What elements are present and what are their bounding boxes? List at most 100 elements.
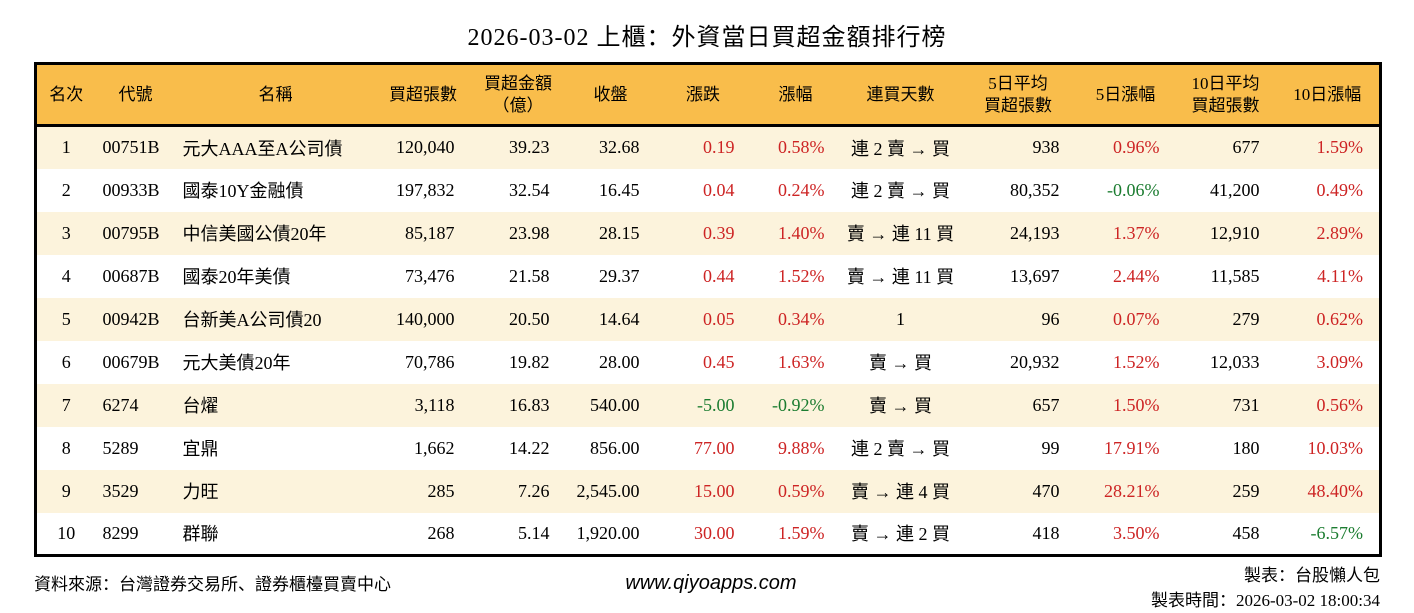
cell-pct5: 0.96% xyxy=(1113,137,1160,158)
column-header-amount: 買超金額 （億） xyxy=(470,63,566,127)
cell-pct10: -6.57% xyxy=(1310,522,1364,543)
cell-amount: 39.23 xyxy=(509,137,550,158)
cell-change-pct: 1.59% xyxy=(778,522,825,543)
cell-rank: 3 xyxy=(61,222,71,243)
cell-name: 宜鼎 xyxy=(182,439,219,459)
credit-block: 製表：台股懶人包 製表時間：2026-03-02 18:00:34 xyxy=(1151,564,1380,613)
cell-change: 15.00 xyxy=(694,480,735,501)
cell-code: 8299 xyxy=(102,522,139,543)
table-row: 1 00751B 元大AAA至A公司債 120,040 39.23 32.68 … xyxy=(35,125,1381,169)
footer: 資料來源：台灣證券交易所、證券櫃檯買賣中心 www.qiyoapps.com 製… xyxy=(34,564,1380,613)
cell-code: 00679B xyxy=(102,351,160,372)
website-url: www.qiyoapps.com xyxy=(625,572,797,594)
cell-avg5-volume: 20,932 xyxy=(1010,351,1060,372)
cell-avg5-volume: 13,697 xyxy=(1010,265,1060,286)
cell-streak: 連 2 賣 → 買 xyxy=(851,439,950,459)
cell-volume: 120,040 xyxy=(396,137,455,158)
cell-change: 0.04 xyxy=(703,179,735,200)
cell-name: 群聯 xyxy=(182,524,219,545)
column-header-name: 名稱 xyxy=(175,63,376,127)
cell-amount: 14.22 xyxy=(509,437,550,458)
cell-name: 中信美國公債20年 xyxy=(182,224,327,244)
column-header-rank: 名次 xyxy=(35,63,96,127)
cell-change: 0.45 xyxy=(703,351,735,372)
table-row: 3 00795B 中信美國公債20年 85,187 23.98 28.15 0.… xyxy=(35,211,1381,255)
cell-code: 3529 xyxy=(102,480,139,501)
cell-rank: 1 xyxy=(61,137,71,158)
maker-label: 製表：台股懶人包 xyxy=(1244,566,1380,585)
cell-code: 6274 xyxy=(102,394,139,415)
cell-amount: 20.50 xyxy=(509,308,550,329)
table-row: 4 00687B 國泰20年美債 73,476 21.58 29.37 0.44… xyxy=(35,254,1381,298)
table-row: 2 00933B 國泰10Y金融債 197,832 32.54 16.45 0.… xyxy=(35,168,1381,212)
column-header-change_pct: 漲幅 xyxy=(750,63,841,127)
cell-name: 國泰10Y金融債 xyxy=(182,181,304,201)
cell-rank: 10 xyxy=(57,522,76,543)
header-row: 名次 代號 名稱 買超張數 買超金額 （億） 收盤 漲跌 漲幅 連買天數 5日平均 買超張數 5日漲… xyxy=(35,63,1381,127)
cell-avg5-volume: 24,193 xyxy=(1010,222,1060,243)
cell-pct10: 1.59% xyxy=(1316,137,1364,158)
cell-avg5-volume: 470 xyxy=(1032,480,1060,501)
cell-name: 台新美A公司債20 xyxy=(182,310,322,330)
cell-pct5: 28.21% xyxy=(1104,480,1160,501)
cell-avg5-volume: 99 xyxy=(1041,437,1060,458)
cell-avg5-volume: 96 xyxy=(1041,308,1060,329)
cell-streak: 賣 → 連 11 買 xyxy=(846,224,955,244)
cell-amount: 7.26 xyxy=(518,480,550,501)
cell-avg10-volume: 41,200 xyxy=(1210,179,1260,200)
cell-pct10: 48.40% xyxy=(1307,480,1364,501)
cell-code: 00942B xyxy=(102,308,160,329)
cell-volume: 285 xyxy=(427,480,455,501)
table-row: 9 3529 力旺 285 7.26 2,545.00 15.00 0.59% … xyxy=(35,469,1381,513)
table-row: 5 00942B 台新美A公司債20 140,000 20.50 14.64 0… xyxy=(35,297,1381,341)
cell-code: 00751B xyxy=(102,137,160,158)
cell-volume: 73,476 xyxy=(405,265,455,286)
cell-code: 00687B xyxy=(102,265,160,286)
cell-streak: 賣 → 連 2 買 xyxy=(851,524,950,545)
cell-amount: 21.58 xyxy=(509,265,550,286)
cell-amount: 5.14 xyxy=(518,522,550,543)
cell-rank: 4 xyxy=(61,265,71,286)
column-header-volume: 買超張數 xyxy=(375,63,471,127)
cell-close: 2,545.00 xyxy=(576,480,640,501)
cell-change-pct: -0.92% xyxy=(772,394,825,415)
cell-pct5: 1.37% xyxy=(1113,222,1160,243)
cell-avg10-volume: 11,585 xyxy=(1210,265,1260,286)
table-row: 10 8299 群聯 268 5.14 1,920.00 30.00 1.59%… xyxy=(35,512,1381,556)
table-row: 7 6274 台燿 3,118 16.83 540.00 -5.00 -0.92… xyxy=(35,383,1381,427)
cell-avg10-volume: 677 xyxy=(1232,137,1260,158)
cell-avg5-volume: 80,352 xyxy=(1010,179,1060,200)
cell-streak: 1 xyxy=(896,308,905,329)
column-header-avg10_volume: 10日平均 買超張數 xyxy=(1175,63,1276,127)
cell-pct10: 2.89% xyxy=(1316,222,1364,243)
table-body: 1 00751B 元大AAA至A公司債 120,040 39.23 32.68 … xyxy=(35,125,1381,556)
cell-change: 0.39 xyxy=(703,222,735,243)
cell-pct10: 4.11% xyxy=(1317,265,1363,286)
column-header-avg5_volume: 5日平均 買超張數 xyxy=(960,63,1076,127)
column-header-close: 收盤 xyxy=(565,63,656,127)
cell-pct5: 1.50% xyxy=(1113,394,1160,415)
cell-change: 77.00 xyxy=(694,437,735,458)
cell-change-pct: 9.88% xyxy=(778,437,825,458)
cell-avg10-volume: 458 xyxy=(1232,522,1260,543)
cell-close: 856.00 xyxy=(590,437,640,458)
cell-streak: 連 2 賣 → 買 xyxy=(851,181,950,201)
cell-avg10-volume: 12,033 xyxy=(1210,351,1260,372)
cell-rank: 6 xyxy=(61,351,71,372)
cell-streak: 賣 → 連 4 買 xyxy=(851,482,950,502)
cell-amount: 32.54 xyxy=(509,179,550,200)
cell-streak: 賣 → 連 11 買 xyxy=(846,267,955,287)
cell-close: 14.64 xyxy=(599,308,640,329)
cell-volume: 197,832 xyxy=(396,179,455,200)
table-row: 8 5289 宜鼎 1,662 14.22 856.00 77.00 9.88%… xyxy=(35,426,1381,470)
cell-close: 28.15 xyxy=(599,222,640,243)
data-source-label: 資料來源：台灣證券交易所、證券櫃檯買賣中心 xyxy=(34,575,391,594)
cell-change-pct: 0.59% xyxy=(778,480,825,501)
cell-close: 16.45 xyxy=(599,179,640,200)
cell-name: 元大美債20年 xyxy=(182,353,291,373)
ranking-table: 名次 代號 名稱 買超張數 買超金額 （億） 收盤 漲跌 漲幅 連買天數 5日平均 買超張數 5日漲… xyxy=(34,62,1382,557)
cell-code: 00933B xyxy=(102,179,160,200)
cell-amount: 19.82 xyxy=(509,351,550,372)
cell-pct5: 1.52% xyxy=(1113,351,1160,372)
